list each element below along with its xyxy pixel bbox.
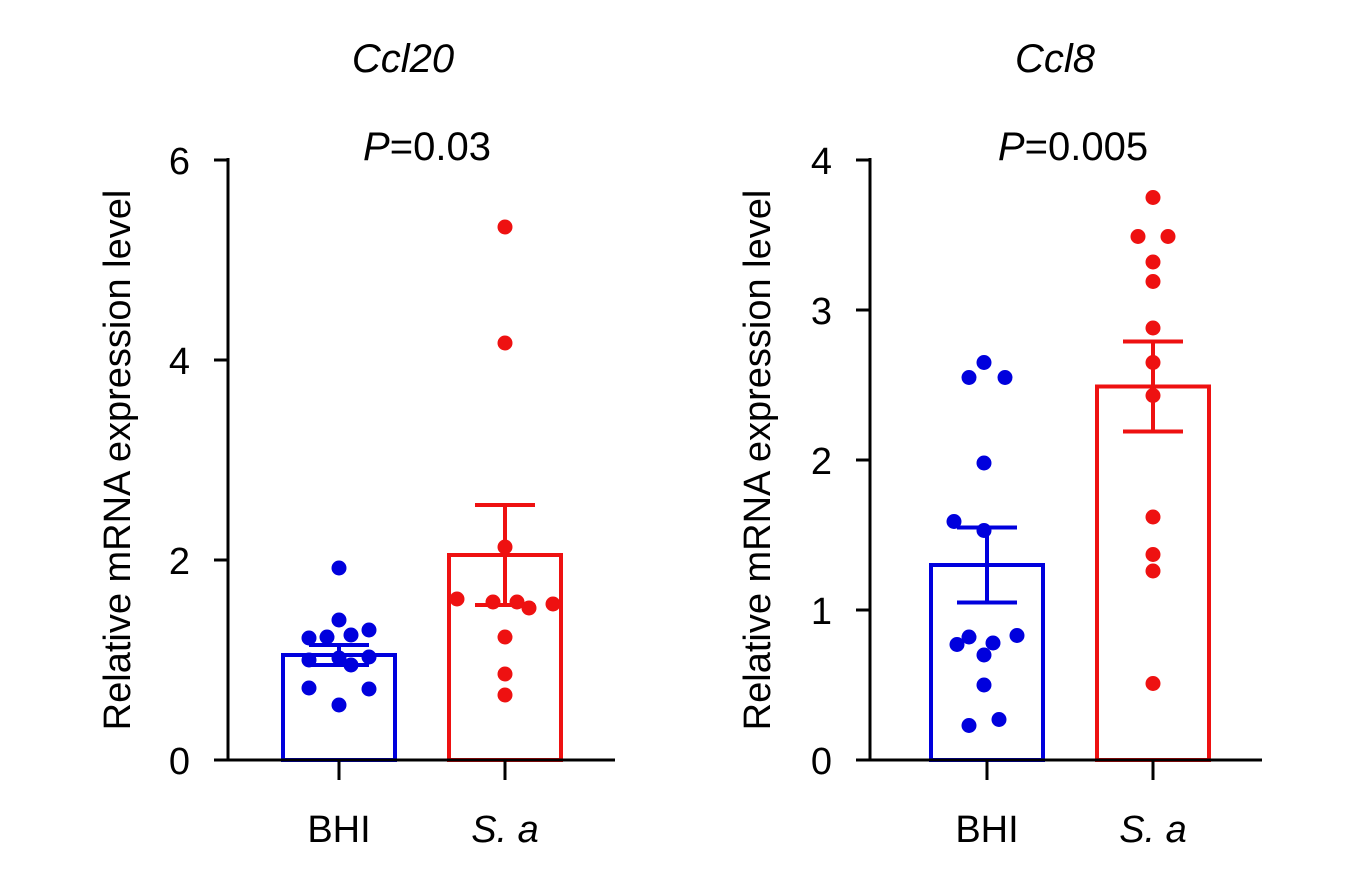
y-tick-label: 1 (811, 591, 832, 633)
y-axis-label: Relative mRNA expression level (737, 190, 779, 731)
y-tick-label: 0 (811, 741, 832, 783)
data-point (1009, 628, 1025, 643)
p-value: =0.005 (1025, 125, 1148, 169)
p-label: P (998, 125, 1025, 169)
x-tick-label: S. a (1119, 809, 1187, 851)
data-point (545, 596, 561, 612)
p-value-annotation: P=0.005 (998, 125, 1148, 169)
data-point (946, 514, 962, 529)
data-point (1145, 190, 1161, 205)
data-point (976, 355, 992, 370)
data-point (976, 647, 992, 663)
data-point (449, 591, 465, 607)
data-point (343, 627, 359, 643)
data-point (497, 629, 513, 645)
panel-title: Ccl8 (1015, 37, 1096, 81)
chart-marks: 0 1 2 3 4 BHI S. a (811, 141, 1262, 851)
data-point (497, 687, 513, 703)
data-point (1145, 254, 1161, 270)
data-point (497, 666, 513, 682)
y-tick-label: 4 (169, 341, 190, 383)
data-point (361, 649, 377, 665)
data-point (961, 370, 977, 385)
data-point (976, 523, 992, 538)
x-tick-label: S. a (471, 809, 539, 851)
y-tick-label: 3 (811, 291, 832, 333)
panel-title: Ccl20 (352, 37, 454, 81)
panel-ccl20: Ccl20 P=0.03 Relative mRNA expression le… (97, 37, 615, 851)
data-point (497, 219, 513, 235)
y-tick-label: 4 (811, 141, 832, 183)
y-tick-label: 2 (169, 541, 190, 583)
y-tick-label: 2 (811, 441, 832, 483)
data-point (485, 594, 501, 610)
data-point (331, 560, 347, 576)
y-axis-label: Relative mRNA expression level (97, 190, 139, 731)
panel-ccl8: Ccl8 P=0.005 Relative mRNA expression le… (737, 37, 1262, 851)
data-point (319, 629, 335, 645)
data-point (976, 677, 992, 693)
data-point (1145, 676, 1161, 691)
data-point (985, 635, 1001, 651)
x-tick-label: BHI (307, 809, 370, 851)
y-tick-label: 6 (169, 141, 190, 183)
p-value: =0.03 (390, 125, 491, 169)
data-point (949, 637, 965, 652)
data-point (1145, 563, 1161, 579)
data-point (497, 335, 513, 351)
data-point (301, 680, 317, 696)
data-point (1160, 229, 1176, 244)
data-point (997, 370, 1013, 385)
x-tick-label: BHI (955, 809, 1018, 851)
data-point (1145, 274, 1161, 289)
data-point (976, 455, 992, 471)
y-tick-label: 0 (169, 741, 190, 783)
data-point (961, 718, 977, 733)
p-label: P (363, 125, 390, 169)
data-point (1145, 320, 1161, 336)
data-point (331, 697, 347, 713)
data-point (331, 612, 347, 628)
chart-marks: 0 2 4 6 BHI S. a (169, 141, 615, 851)
p-value-annotation: P=0.03 (363, 125, 491, 169)
data-point (521, 600, 537, 616)
data-point (361, 622, 377, 638)
data-point (301, 630, 317, 646)
data-point (361, 681, 377, 697)
data-point (1145, 547, 1161, 562)
data-point (991, 712, 1007, 727)
data-point (1130, 229, 1146, 244)
data-point (961, 629, 977, 645)
data-point (1145, 509, 1161, 525)
